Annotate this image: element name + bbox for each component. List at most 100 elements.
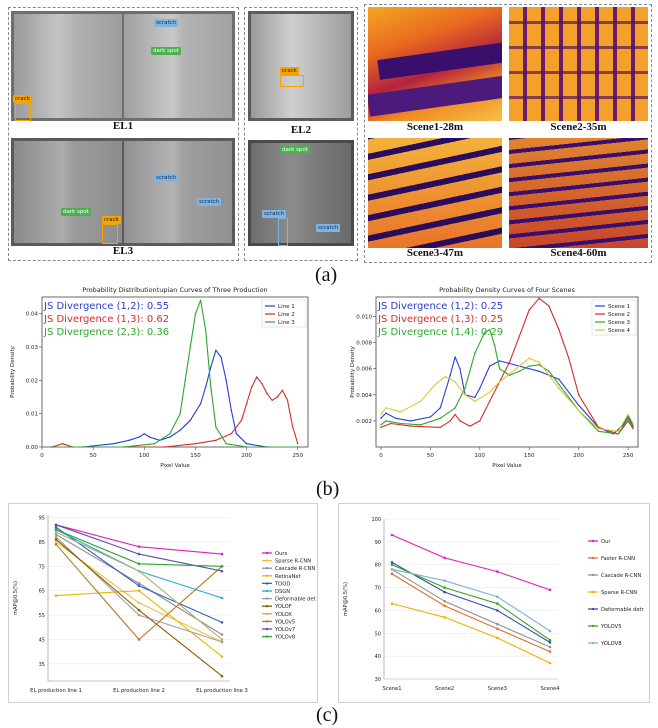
data-point: [459, 420, 461, 422]
data-point: [548, 641, 552, 644]
data-point: [137, 613, 141, 617]
js-divergence-annotation: JS Divergence (1,3): 0.25: [377, 314, 503, 325]
data-point: [632, 426, 634, 429]
js-divergence-annotation: JS Divergence (1,3): 0.62: [43, 314, 169, 325]
series-line: [391, 568, 551, 632]
data-point: [400, 411, 402, 413]
data-point: [496, 570, 499, 573]
y-tick-label: 95: [39, 515, 45, 521]
data-point: [488, 400, 491, 403]
data-point: [632, 428, 634, 430]
data-point: [454, 381, 456, 383]
data-point: [297, 446, 299, 448]
defect-tag: crack: [280, 67, 299, 75]
data-point: [123, 446, 125, 448]
data-point: [443, 579, 446, 583]
legend-marker: [265, 605, 269, 608]
chart-production-density: Probability Distributiontupian Curves of…: [10, 286, 309, 469]
series-line: [391, 573, 551, 653]
legend-label: Scene 2: [608, 312, 630, 318]
data-point: [220, 638, 224, 641]
data-point: [297, 442, 299, 445]
legend-label: Cascade R-CNN: [601, 573, 641, 579]
data-point: [627, 420, 629, 422]
data-point: [230, 432, 232, 435]
data-point: [488, 365, 491, 367]
data-point: [439, 426, 441, 429]
y-axis-label: Probability Density: [350, 345, 356, 397]
data-point: [617, 433, 619, 435]
data-point: [266, 392, 268, 395]
x-tick-label: EL production line 3: [196, 688, 248, 694]
data-point: [496, 636, 499, 640]
data-point: [459, 368, 461, 370]
x-tick-label: 50: [427, 453, 434, 459]
defect-tag: scratch: [262, 210, 287, 218]
y-axis-label: Probability Density: [10, 345, 16, 397]
data-point: [548, 638, 552, 642]
el-panel-middle: [244, 7, 358, 261]
x-tick-label: 200: [241, 453, 252, 459]
data-point: [632, 422, 634, 425]
legend-label: Scene 1: [608, 304, 630, 310]
data-point: [518, 370, 521, 373]
data-point: [137, 589, 141, 592]
data-point: [479, 420, 481, 422]
caption-scene2: Scene2-35m: [550, 121, 607, 133]
data-point: [568, 357, 570, 360]
data-point: [385, 412, 387, 414]
legend-label: RetinaNet: [275, 574, 301, 580]
legend-marker: [591, 641, 595, 645]
data-point: [558, 328, 560, 331]
data-point: [210, 366, 212, 368]
data-point: [419, 400, 422, 403]
x-axis-label: Pixel Value: [160, 463, 190, 469]
legend-marker: [265, 559, 269, 562]
data-point: [204, 386, 207, 388]
data-point: [454, 413, 456, 416]
chart-title: Probability Density Curves of Four Scene…: [439, 286, 575, 294]
x-tick-label: Scene3: [488, 686, 507, 692]
series-line: [391, 534, 551, 591]
y-tick-label: 0.006: [356, 367, 372, 373]
y-tick-label: 0.02: [26, 378, 38, 384]
data-point: [464, 394, 466, 396]
legend-label: TOOD: [274, 581, 290, 587]
caption-scene4: Scene4-60m: [550, 247, 607, 259]
series-line: [391, 603, 551, 664]
y-tick-label: 100: [371, 517, 381, 523]
legend-marker: [265, 612, 269, 615]
js-divergence-annotation: JS Divergence (1,4): 0.29: [377, 327, 503, 338]
data-point: [220, 552, 224, 556]
x-tick-label: 200: [573, 453, 584, 459]
data-point: [419, 424, 422, 426]
data-point: [137, 582, 141, 585]
data-point: [194, 312, 197, 315]
data-point: [538, 361, 540, 363]
legend-label: Sparse R-CNN: [275, 559, 311, 565]
x-axis-label: Pixel Value: [492, 463, 522, 469]
data-point: [484, 331, 486, 333]
data-point: [400, 422, 402, 425]
data-point: [179, 429, 181, 432]
data-point: [179, 412, 181, 415]
data-point: [137, 562, 141, 566]
x-tick-label: 150: [190, 453, 201, 459]
defect-tag: crack: [102, 216, 121, 224]
x-tick-label: 100: [475, 453, 486, 459]
caption-scene1: Scene1-28m: [406, 121, 464, 133]
y-tick-label: 85: [39, 540, 45, 546]
data-point: [548, 305, 550, 307]
data-point: [164, 446, 166, 448]
y-tick-label: 0.002: [356, 419, 372, 425]
data-point: [496, 622, 499, 626]
data-point: [479, 387, 481, 390]
data-point: [220, 655, 224, 658]
data-point: [380, 426, 382, 429]
y-tick-label: 55: [39, 613, 45, 619]
data-point: [54, 542, 58, 546]
scene4-image: [509, 138, 648, 248]
data-point: [454, 407, 456, 409]
el4-image: dark spot scratch scratch: [248, 140, 354, 246]
scene2-image: [509, 7, 648, 121]
